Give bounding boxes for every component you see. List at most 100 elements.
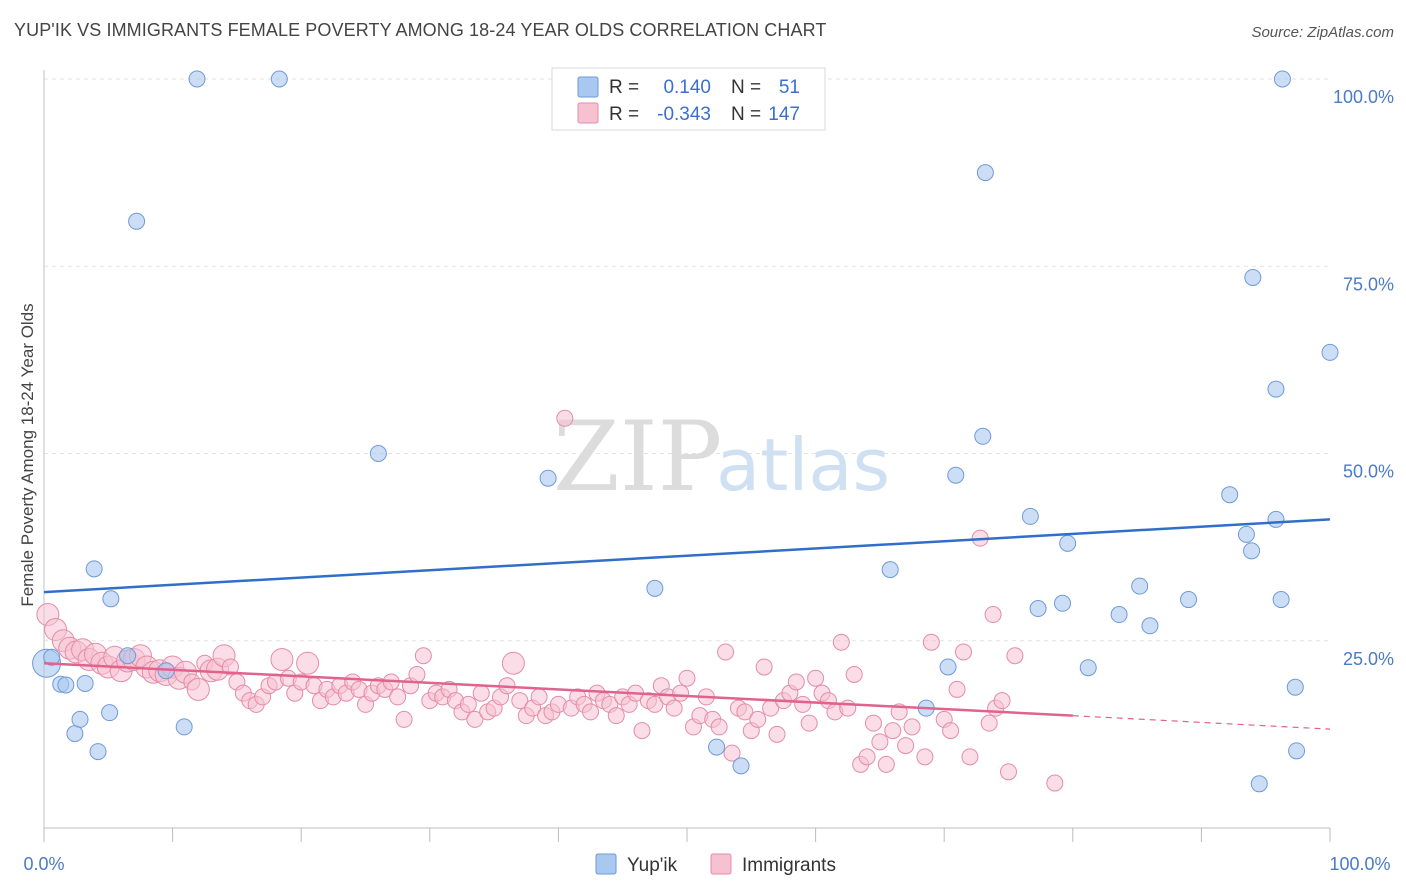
data-point-immigrants (864, 714, 882, 732)
data-point-yupik (732, 757, 750, 775)
data-point-yupik (939, 658, 957, 676)
y-axis-label: Female Poverty Among 18-24 Year Olds (18, 303, 37, 606)
data-point-yupik (369, 445, 387, 462)
data-point-immigrants (993, 692, 1011, 710)
data-point-immigrants (884, 722, 902, 740)
data-point-yupik (539, 469, 557, 487)
legend-r-label-immigrants: R = (609, 104, 639, 125)
data-point-immigrants (466, 710, 484, 728)
data-point-yupik (1180, 591, 1198, 609)
data-point-yupik (66, 725, 84, 743)
data-point-immigrants (800, 714, 818, 732)
data-point-immigrants (665, 699, 683, 717)
data-point-immigrants (414, 647, 432, 665)
data-point-immigrants (186, 677, 210, 701)
legend-r-label-yupik: R = (609, 77, 639, 98)
data-point-yupik (1021, 507, 1039, 525)
data-point-immigrants (459, 695, 477, 713)
data-point-immigrants (723, 744, 741, 762)
data-point-yupik (128, 212, 146, 230)
data-point-yupik (1267, 380, 1285, 398)
data-point-immigrants (897, 737, 915, 755)
data-point-immigrants (839, 699, 857, 717)
data-point-immigrants (646, 695, 664, 713)
legend-n-label-yupik: N = (731, 77, 761, 98)
bottom-legend-swatch-immigrants (710, 853, 732, 875)
data-point-immigrants (395, 710, 413, 728)
bottom-legend-label-yupik: Yup'ik (627, 855, 678, 876)
data-point-yupik (1141, 617, 1159, 635)
data-point-yupik (1272, 591, 1290, 609)
data-point-immigrants (472, 684, 490, 702)
data-point-yupik (947, 466, 965, 484)
data-point-yupik (1286, 678, 1304, 696)
data-point-immigrants (858, 748, 876, 766)
data-point-immigrants (736, 703, 754, 721)
data-point-yupik (1131, 577, 1149, 595)
data-point-yupik (1288, 742, 1306, 760)
x-tick-label-min: 0.0% (23, 854, 64, 874)
data-point-immigrants (832, 633, 850, 651)
y-tick-label: 100.0% (1333, 87, 1394, 107)
bottom-legend-swatch-yupik (595, 853, 617, 875)
trend-lines (43, 518, 1331, 730)
data-point-yupik (85, 560, 103, 578)
data-point-immigrants (954, 643, 972, 661)
chart-source: Source: ZipAtlas.com (1251, 24, 1394, 41)
data-point-immigrants (296, 651, 320, 675)
trend-line-immigrants-extrapolated (1072, 715, 1331, 730)
x-tick-label-max: 100.0% (1329, 854, 1390, 874)
data-point-immigrants (1006, 647, 1024, 665)
data-point-immigrants (871, 733, 889, 751)
data-point-yupik (974, 427, 992, 445)
series-yupik-points (32, 70, 1339, 793)
data-point-immigrants (1000, 763, 1017, 781)
data-point-yupik (1029, 600, 1047, 618)
legend-n-value-immigrants: 147 (768, 104, 800, 125)
data-point-immigrants (408, 665, 426, 683)
watermark-zip: ZIP (553, 401, 722, 513)
data-point-immigrants (794, 695, 812, 713)
y-tick-label: 25.0% (1343, 649, 1394, 669)
y-tick-label: 75.0% (1343, 274, 1394, 294)
data-point-immigrants (672, 684, 690, 702)
x-tick-marks (43, 828, 1331, 842)
data-point-yupik (1059, 534, 1077, 552)
y-tick-labels: 25.0% 50.0% 75.0% 100.0% (1333, 87, 1394, 669)
legend-swatch-immigrants (577, 102, 599, 124)
y-tick-label: 50.0% (1343, 462, 1394, 482)
watermark-atlas: atlas (716, 423, 890, 507)
data-point-immigrants (511, 692, 529, 710)
data-point-immigrants (717, 643, 735, 661)
data-point-immigrants (787, 673, 805, 691)
data-point-yupik (1244, 268, 1262, 286)
data-point-immigrants (903, 718, 921, 736)
chart-title: YUP'IK VS IMMIGRANTS FEMALE POVERTY AMON… (14, 20, 827, 40)
legend-box: R = 0.140 N = 51 R = -0.343 N = 147 (551, 67, 826, 131)
data-point-immigrants (607, 707, 625, 725)
data-point-immigrants (755, 658, 773, 676)
data-point-immigrants (768, 725, 786, 743)
data-point-yupik (1221, 486, 1239, 504)
data-point-immigrants (877, 755, 895, 773)
data-point-yupik (1273, 70, 1291, 88)
data-point-yupik (101, 704, 119, 722)
data-point-immigrants (984, 606, 1002, 624)
data-point-yupik (175, 718, 193, 736)
data-point-immigrants (633, 722, 651, 740)
data-point-immigrants (501, 651, 525, 675)
data-point-yupik (89, 743, 107, 761)
data-point-immigrants (556, 409, 574, 427)
data-point-immigrants (530, 688, 548, 706)
trend-line-yupik (43, 518, 1331, 594)
data-point-immigrants (922, 633, 940, 651)
data-point-yupik (1321, 343, 1339, 361)
bottom-legend-label-immigrants: Immigrants (742, 855, 836, 876)
data-point-yupik (270, 70, 288, 88)
legend-n-value-yupik: 51 (779, 77, 800, 98)
data-point-yupik (1079, 659, 1097, 677)
data-point-yupik (71, 710, 89, 728)
data-point-immigrants (942, 722, 960, 740)
trend-line-immigrants (43, 661, 1073, 717)
